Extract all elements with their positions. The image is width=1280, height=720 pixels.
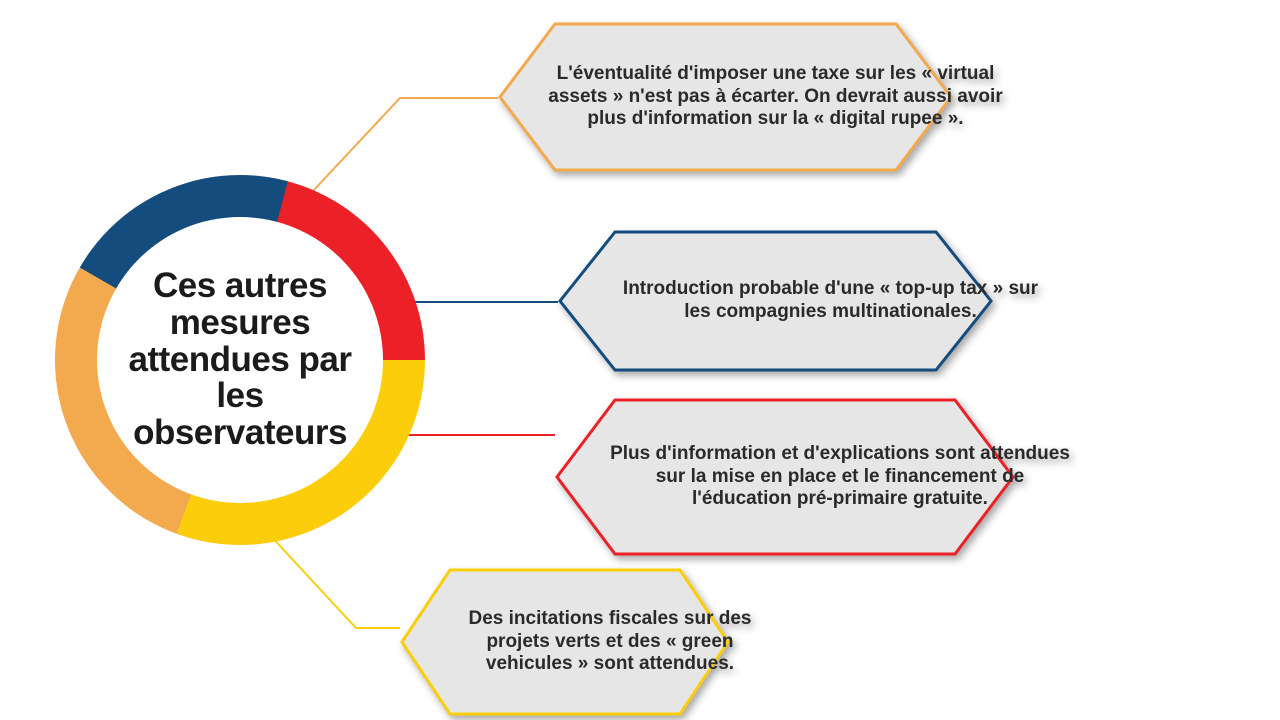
callout-text: Plus d'information et d'explications son… [555, 398, 1125, 556]
center-ring: Ces autres mesures attendues par les obs… [55, 175, 425, 545]
callout-text: Des incitations fiscales sur des projets… [400, 568, 820, 716]
callout-education: Plus d'information et d'explications son… [555, 398, 1015, 556]
callout-text: Introduction probable d'une « top-up tax… [558, 230, 1103, 372]
callout-green: Des incitations fiscales sur des projets… [400, 568, 730, 716]
center-title: Ces autres mesures attendues par les obs… [97, 268, 383, 452]
infographic-stage: Ces autres mesures attendues par les obs… [0, 0, 1280, 720]
center-hole: Ces autres mesures attendues par les obs… [97, 217, 383, 503]
callout-text: L'éventualité d'imposer une taxe sur les… [498, 22, 1053, 172]
connector-yellow [268, 533, 400, 628]
callout-top-up-tax: Introduction probable d'une « top-up tax… [558, 230, 993, 372]
callout-virtual-assets: L'éventualité d'imposer une taxe sur les… [498, 22, 953, 172]
